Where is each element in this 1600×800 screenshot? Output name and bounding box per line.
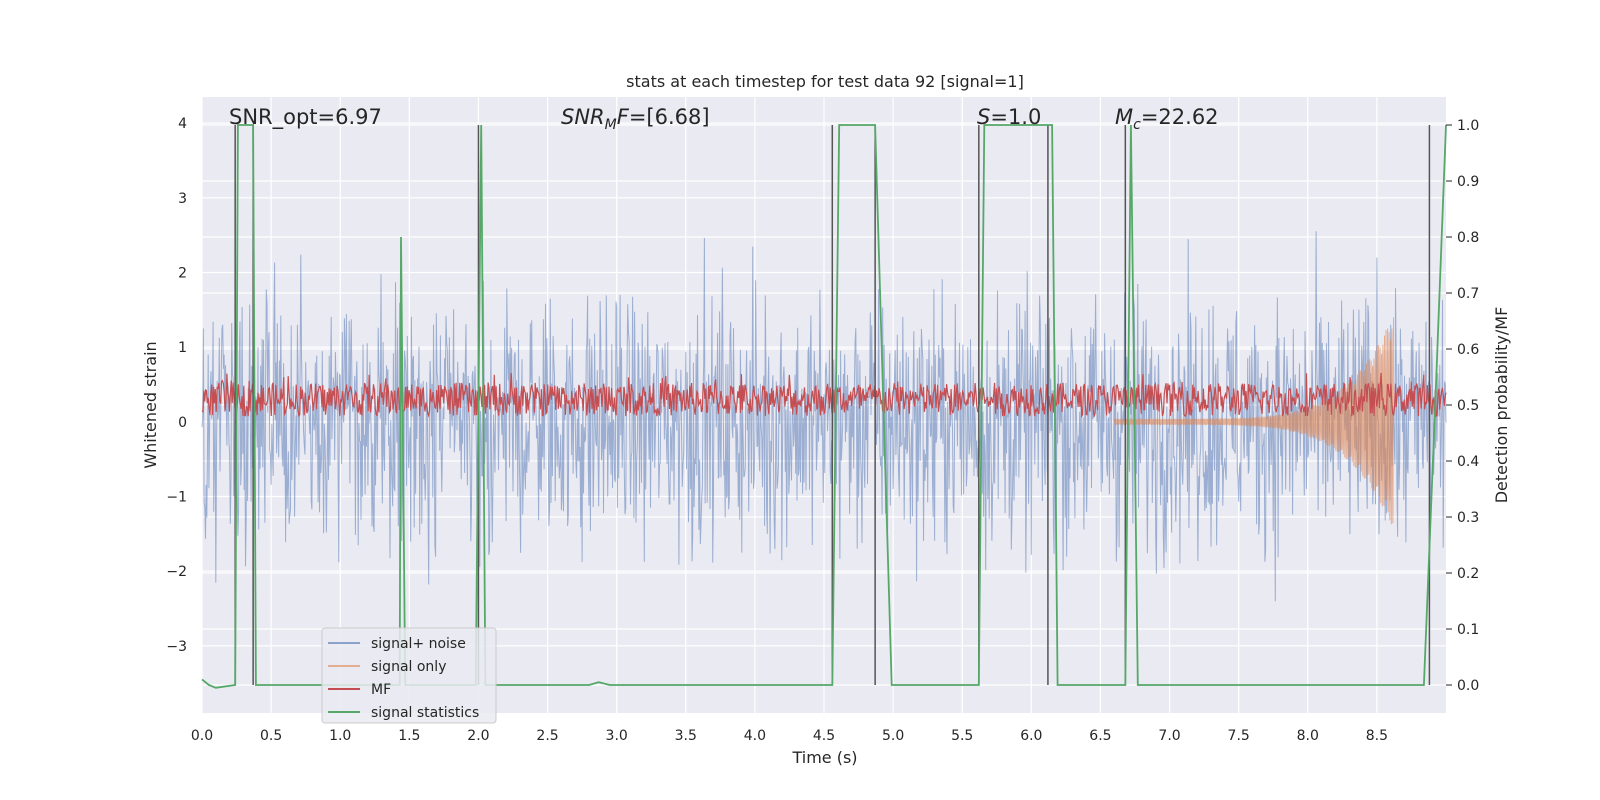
y-tick-label-left: 4 bbox=[178, 116, 187, 132]
x-tick-label: 2.5 bbox=[536, 728, 558, 744]
x-tick-label: 6.0 bbox=[1020, 728, 1042, 744]
y-tick-label-right: 0.3 bbox=[1457, 510, 1479, 526]
y-tick-label-left: 2 bbox=[178, 265, 187, 281]
x-tick-label: 6.5 bbox=[1089, 728, 1111, 744]
y-tick-label-right: 0.8 bbox=[1457, 230, 1479, 246]
x-tick-label: 1.5 bbox=[398, 728, 420, 744]
y-tick-label-right: 0.1 bbox=[1457, 622, 1479, 638]
x-tick-label: 1.0 bbox=[329, 728, 351, 744]
x-tick-label: 7.5 bbox=[1228, 728, 1250, 744]
y-tick-label-left: 0 bbox=[178, 415, 187, 431]
x-tick-label: 4.0 bbox=[744, 728, 766, 744]
series-signal-statistics bbox=[201, 124, 1447, 689]
x-tick-label: 0.0 bbox=[191, 728, 213, 744]
annotation-mc: Mc=22.62 bbox=[1115, 105, 1219, 133]
y-tick-label-right: 1.0 bbox=[1457, 118, 1479, 134]
series-mf bbox=[201, 372, 1447, 419]
y-tick-label-right: 0.7 bbox=[1457, 286, 1479, 302]
legend-label: signal+ noise bbox=[371, 636, 466, 652]
y-tick-label-left: −1 bbox=[166, 489, 187, 505]
y-tick-label-right: 0.9 bbox=[1457, 174, 1479, 190]
y-tick-label-left: 1 bbox=[178, 340, 187, 356]
y-tick-label-right: 0.4 bbox=[1457, 454, 1479, 470]
legend-box bbox=[321, 627, 497, 724]
y-tick-label-right: 0.6 bbox=[1457, 342, 1479, 358]
x-tick-label: 0.5 bbox=[260, 728, 282, 744]
x-tick-label: 8.0 bbox=[1297, 728, 1319, 744]
x-tick-label: 4.5 bbox=[813, 728, 835, 744]
y-tick-label-right: 0.5 bbox=[1457, 398, 1479, 414]
x-tick-label: 5.5 bbox=[951, 728, 973, 744]
annotation-snr-mf: SNRMF=[6.68] bbox=[561, 105, 710, 133]
legend-label: MF bbox=[371, 682, 391, 698]
series-signal-only bbox=[1113, 317, 1394, 525]
y-axis-label-right: Detection probability/MF bbox=[1492, 307, 1511, 504]
x-tick-label: 7.0 bbox=[1158, 728, 1180, 744]
annotation-snr-opt: SNR_opt=6.97 bbox=[229, 105, 382, 130]
y-tick-label-right: 0.2 bbox=[1457, 566, 1479, 582]
x-tick-label: 2.0 bbox=[467, 728, 489, 744]
series-layer bbox=[201, 124, 1447, 689]
axes-layer: 0.0 0.5 1.0 1.5 2.0 2.5 3.0 3.5 4.0 4.5 5.0 5.5 6.0 6… bbox=[166, 116, 1479, 744]
y-tick-label-left: 3 bbox=[178, 191, 187, 207]
y-tick-label-right: 0.0 bbox=[1457, 678, 1479, 694]
x-tick-label: 3.5 bbox=[675, 728, 697, 744]
legend: signal+ noise signal only MF signal statist… bbox=[321, 627, 497, 724]
series-signal-noise bbox=[201, 231, 1447, 602]
legend-label: signal only bbox=[371, 659, 446, 675]
y-tick-label-left: −2 bbox=[166, 564, 187, 580]
annotation-s: S=1.0 bbox=[977, 105, 1041, 129]
legend-label: signal statistics bbox=[371, 705, 479, 721]
x-axis-label: Time (s) bbox=[791, 748, 857, 767]
x-tick-label: 8.5 bbox=[1366, 728, 1388, 744]
x-tick-label: 3.0 bbox=[606, 728, 628, 744]
x-tick-label: 5.0 bbox=[882, 728, 904, 744]
chart-title: stats at each timestep for test data 92 … bbox=[626, 72, 1024, 91]
y-tick-label-left: −3 bbox=[166, 639, 187, 655]
y-axis-label-left: Whitened strain bbox=[141, 341, 160, 468]
